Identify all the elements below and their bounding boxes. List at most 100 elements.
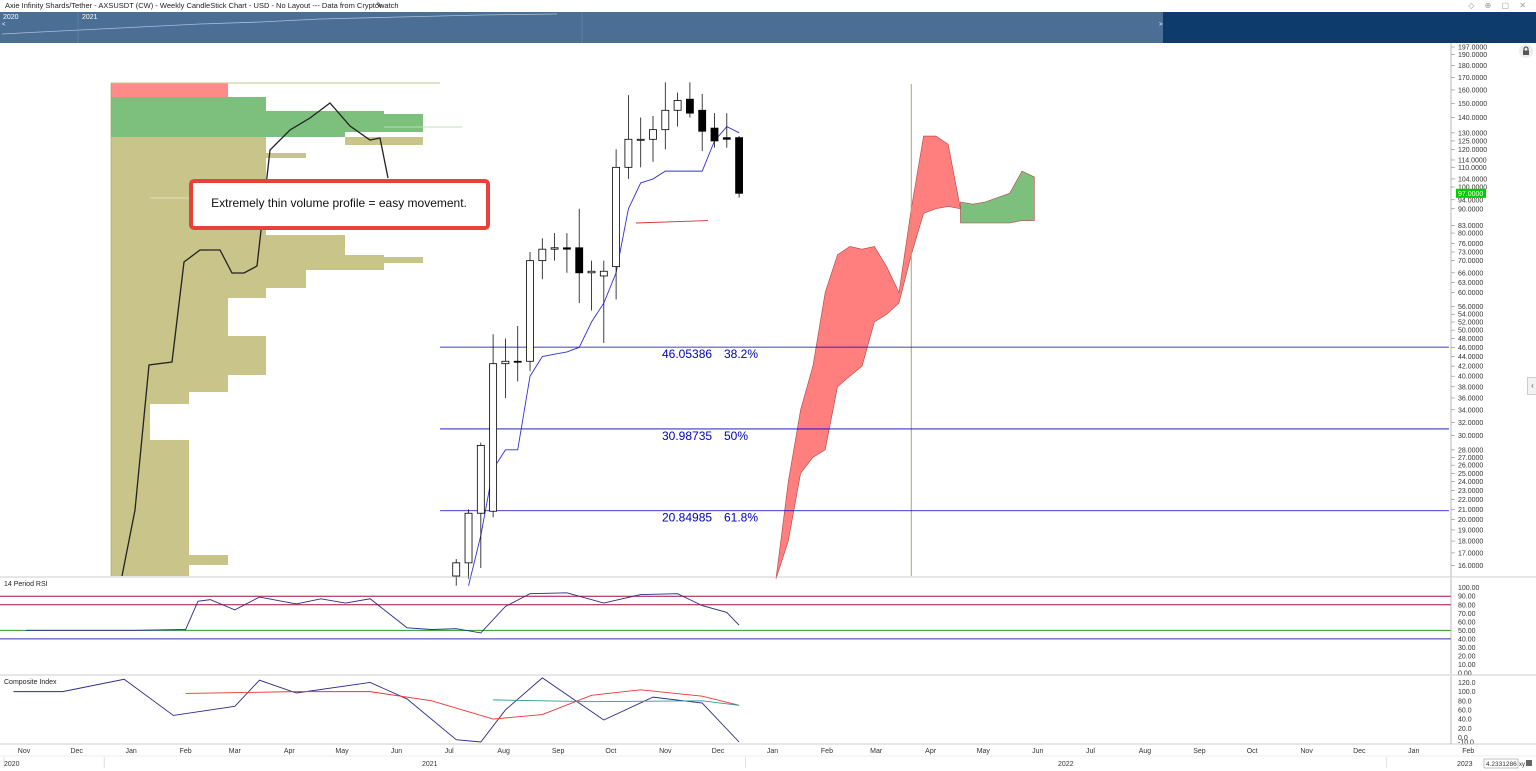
time-axis-month: Feb xyxy=(1462,748,1474,755)
fib-level-percent: 50% xyxy=(724,429,748,443)
composite-index-title: Composite Index xyxy=(4,679,57,686)
screenshot-icon xyxy=(1526,760,1532,766)
price-axis-label: 197.0000 xyxy=(1458,45,1487,52)
time-axis-month: Apr xyxy=(925,748,937,755)
candle-body xyxy=(587,270,596,274)
ci-axis-label: 100.0 xyxy=(1458,689,1476,696)
price-axis-label: 120.0000 xyxy=(1458,147,1487,154)
fib-level-percent: 61.8% xyxy=(724,511,758,525)
rsi-axis-label: 10.00 xyxy=(1458,662,1476,669)
candle-body xyxy=(636,138,645,141)
candle-body xyxy=(476,445,485,514)
navigator-future xyxy=(1163,12,1536,43)
candle-body xyxy=(735,137,743,194)
price-axis-label: 42.0000 xyxy=(1458,364,1483,371)
candle-body xyxy=(526,260,534,362)
price-axis-label: 125.0000 xyxy=(1458,138,1487,145)
price-axis-label: 48.0000 xyxy=(1458,336,1483,343)
window-controls[interactable]: ◇ ⊕ ▢ ✕ xyxy=(1468,1,1530,10)
candle-body xyxy=(661,109,670,131)
volume-profile-bar xyxy=(111,375,228,392)
volume-profile-bar xyxy=(111,555,228,565)
pencil-icon[interactable]: ✎ xyxy=(376,1,383,10)
time-axis-month: Apr xyxy=(284,748,296,755)
composite-index-line xyxy=(185,689,740,720)
ci-axis-label: 80.0 xyxy=(1458,698,1472,705)
title-bar: Axie Infinity Shards/Tether - AXSUSDT (C… xyxy=(0,0,1536,12)
volume-profile-curve xyxy=(121,102,389,577)
cursor-xy-icon: xy xyxy=(1519,762,1525,768)
time-axis-month: Aug xyxy=(1139,748,1152,755)
candle-body xyxy=(624,138,633,168)
price-axis-label: 26.0000 xyxy=(1458,463,1483,470)
fib-level-value: 46.05386 xyxy=(662,347,712,361)
candle-body xyxy=(722,137,731,140)
price-axis-label: 150.0000 xyxy=(1458,101,1487,108)
time-axis-year: 2021 xyxy=(422,761,438,768)
rsi-axis-label: 50.00 xyxy=(1458,628,1476,635)
composite-index-panel: Composite Index 120.0 100.0 80.0 60.0 40.0 20.… xyxy=(0,674,1536,747)
time-axis-month: Oct xyxy=(1247,748,1258,755)
volume-profile-bar xyxy=(111,336,266,339)
price-axis-label: 16.0000 xyxy=(1458,563,1483,570)
price-axis-label: 54.0000 xyxy=(1458,312,1483,319)
volume-profile-bar xyxy=(111,137,266,148)
price-axis-label: 50.0000 xyxy=(1458,328,1483,335)
price-axis-label: 38.0000 xyxy=(1458,384,1483,391)
volume-profile-bar xyxy=(111,288,266,298)
price-axis-label: 60.0000 xyxy=(1458,290,1483,297)
kijun-line xyxy=(635,220,709,224)
volume-profile-bar xyxy=(111,255,384,270)
time-axis-month: Jan xyxy=(126,748,137,755)
price-axis-label: 100.0000 xyxy=(1458,185,1487,192)
time-axis-month: Mar xyxy=(870,748,883,755)
price-axis-label: 66.0000 xyxy=(1458,270,1483,277)
candle-body xyxy=(698,109,707,132)
time-axis-month: Jan xyxy=(1408,748,1419,755)
price-axis-label: 23.0000 xyxy=(1458,488,1483,495)
fib-level-percent: 38.2% xyxy=(724,347,758,361)
time-axis-month: May xyxy=(335,748,349,755)
price-axis-label: 170.0000 xyxy=(1458,75,1487,82)
volume-profile-bar xyxy=(111,97,266,111)
candle-body xyxy=(538,248,547,262)
volume-profile-bar xyxy=(111,114,423,132)
rsi-axis-label: 60.00 xyxy=(1458,619,1476,626)
candle-body xyxy=(649,129,657,140)
candle-body xyxy=(710,127,719,142)
time-axis-month: Oct xyxy=(605,748,616,755)
price-axis-label: 28.0000 xyxy=(1458,447,1483,454)
price-axis-label: 46.0000 xyxy=(1458,345,1483,352)
price-axis-label: 30.0000 xyxy=(1458,433,1483,440)
cursor-value-box xyxy=(1483,758,1519,769)
candle-body xyxy=(452,562,461,577)
annotation-callout[interactable]: Extremely thin volume profile = easy mov… xyxy=(189,179,490,230)
price-axis-label: 24.0000 xyxy=(1458,479,1483,486)
navigator[interactable]: 2020 2021 < > xyxy=(0,12,1536,43)
price-axis-label: 20.0000 xyxy=(1458,517,1483,524)
lock-icon[interactable] xyxy=(1519,44,1533,58)
price-axis-label: 83.0000 xyxy=(1458,223,1483,230)
chevron-left-icon[interactable]: ‹ xyxy=(1527,377,1536,395)
rsi-axis-label: 80.00 xyxy=(1458,602,1476,609)
time-axis-month: Sep xyxy=(552,748,565,755)
price-axis-label: 70.0000 xyxy=(1458,258,1483,265)
annotation-box xyxy=(189,179,490,230)
time-axis-month: Feb xyxy=(180,748,192,755)
time-axis[interactable]: Nov Dec Jan Feb Mar Apr May Jun Jul Aug Sep Oct Nov D… xyxy=(0,743,1536,769)
time-axis-month: Dec xyxy=(70,748,83,755)
rsi-panel-title: 14 Period RSI xyxy=(4,581,48,588)
price-panel: 46.05386 38.2% 30.98735 50% 20.84985 61.8% 197… xyxy=(0,43,1536,586)
price-axis-label: 18.0000 xyxy=(1458,539,1483,546)
candle-body xyxy=(501,360,510,365)
rsi-axis-label: 40.00 xyxy=(1458,636,1476,643)
price-axis-label: 160.0000 xyxy=(1458,87,1487,94)
price-axis-label: 104.0000 xyxy=(1458,176,1487,183)
volume-profile-bar xyxy=(111,83,228,86)
ichimoku-cloud-bullish xyxy=(960,170,1035,224)
time-axis-month: Jun xyxy=(1032,748,1043,755)
volume-profile-bar xyxy=(111,148,266,158)
cursor-value: 4.2331286 xyxy=(1486,761,1517,768)
composite-index-line xyxy=(13,677,740,743)
